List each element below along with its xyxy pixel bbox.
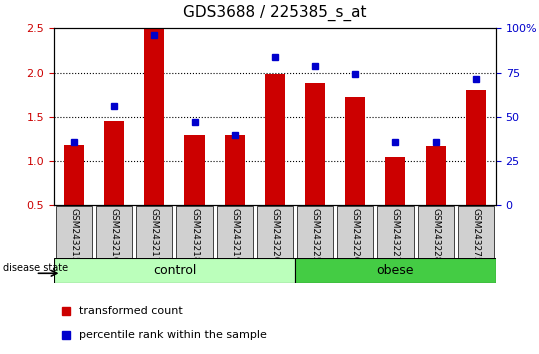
Bar bbox=[385, 156, 405, 205]
Text: GSM243227: GSM243227 bbox=[391, 208, 400, 262]
Text: obese: obese bbox=[377, 264, 414, 277]
Bar bbox=[184, 179, 205, 250]
Bar bbox=[64, 189, 84, 250]
Bar bbox=[104, 166, 124, 250]
Text: GSM243218: GSM243218 bbox=[190, 208, 199, 263]
Text: GSM243228: GSM243228 bbox=[431, 208, 440, 262]
Text: GSM243217: GSM243217 bbox=[150, 208, 159, 263]
Text: GSM243215: GSM243215 bbox=[70, 208, 79, 263]
Text: disease state: disease state bbox=[3, 263, 68, 273]
Bar bbox=[225, 179, 245, 250]
Bar bbox=[426, 190, 446, 250]
Bar bbox=[466, 90, 486, 205]
Bar bbox=[225, 135, 245, 205]
FancyBboxPatch shape bbox=[54, 258, 295, 283]
Text: GSM243220: GSM243220 bbox=[271, 208, 279, 262]
FancyBboxPatch shape bbox=[377, 206, 413, 258]
Bar bbox=[345, 97, 365, 205]
Bar bbox=[104, 121, 124, 205]
Bar bbox=[265, 119, 285, 250]
FancyBboxPatch shape bbox=[297, 206, 333, 258]
FancyBboxPatch shape bbox=[295, 258, 496, 283]
Text: GSM243216: GSM243216 bbox=[109, 208, 119, 263]
FancyBboxPatch shape bbox=[136, 206, 172, 258]
Title: GDS3688 / 225385_s_at: GDS3688 / 225385_s_at bbox=[183, 5, 367, 21]
FancyBboxPatch shape bbox=[458, 206, 494, 258]
Bar bbox=[426, 146, 446, 205]
FancyBboxPatch shape bbox=[96, 206, 132, 258]
FancyBboxPatch shape bbox=[56, 206, 92, 258]
Bar bbox=[305, 83, 325, 205]
Bar bbox=[265, 74, 285, 205]
Text: GSM243275: GSM243275 bbox=[471, 208, 480, 263]
Bar bbox=[305, 127, 325, 250]
Bar bbox=[64, 145, 84, 205]
Bar bbox=[184, 135, 205, 205]
Bar bbox=[144, 27, 164, 205]
FancyBboxPatch shape bbox=[418, 206, 454, 258]
FancyBboxPatch shape bbox=[337, 206, 374, 258]
Text: GSM243226: GSM243226 bbox=[351, 208, 360, 262]
FancyBboxPatch shape bbox=[217, 206, 253, 258]
FancyBboxPatch shape bbox=[176, 206, 212, 258]
Text: GSM243225: GSM243225 bbox=[310, 208, 320, 262]
FancyBboxPatch shape bbox=[257, 206, 293, 258]
Text: transformed count: transformed count bbox=[79, 306, 183, 316]
Bar bbox=[144, 71, 164, 250]
Bar bbox=[345, 142, 365, 250]
Bar bbox=[385, 201, 405, 250]
Text: control: control bbox=[153, 264, 196, 277]
Text: GSM243219: GSM243219 bbox=[230, 208, 239, 263]
Bar bbox=[466, 135, 486, 250]
Text: percentile rank within the sample: percentile rank within the sample bbox=[79, 330, 267, 341]
